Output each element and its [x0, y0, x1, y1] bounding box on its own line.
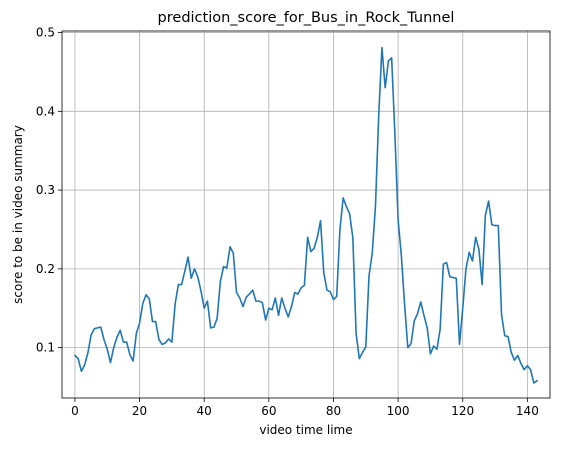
chart-title: prediction_score_for_Bus_in_Rock_Tunnel — [158, 10, 455, 26]
series-line — [75, 48, 537, 384]
y-tick-label: 0.5 — [36, 26, 55, 40]
x-tick-label: 80 — [326, 404, 341, 418]
series-layer — [75, 48, 537, 384]
x-tick-label: 40 — [197, 404, 212, 418]
y-tick-label: 0.4 — [36, 104, 55, 118]
y-tick-label: 0.2 — [36, 262, 55, 276]
x-tick-label: 0 — [71, 404, 79, 418]
y-tick-label: 0.1 — [36, 341, 55, 355]
x-tick-label: 20 — [132, 404, 147, 418]
x-tick-label: 140 — [516, 404, 539, 418]
x-tick-label: 120 — [451, 404, 474, 418]
y-tick-label: 0.3 — [36, 183, 55, 197]
x-axis-label: video time lime — [259, 423, 352, 437]
x-tick-label: 60 — [261, 404, 276, 418]
y-axis-label: score to be in video summary — [11, 125, 25, 304]
x-tick-label: 100 — [387, 404, 410, 418]
